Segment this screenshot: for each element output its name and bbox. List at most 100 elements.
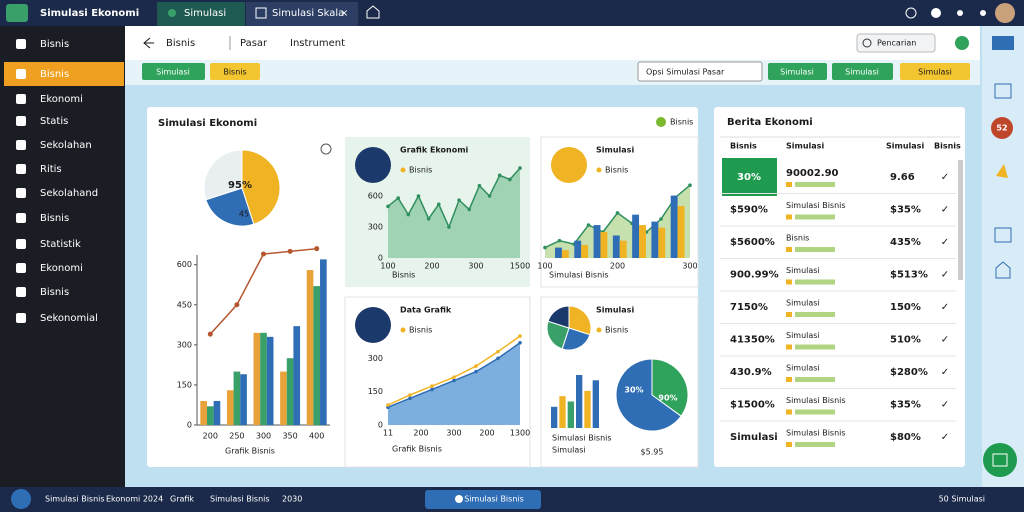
sidebar-item[interactable]: Bisnis xyxy=(40,287,69,298)
rail-icon[interactable] xyxy=(994,83,1012,99)
rail-icon[interactable] xyxy=(996,164,1008,178)
sidebar-item[interactable]: Bisnis xyxy=(40,69,69,80)
row-action[interactable]: ✓ xyxy=(941,205,949,216)
point xyxy=(447,225,451,229)
button[interactable] xyxy=(832,63,893,80)
pie-slice xyxy=(546,320,570,350)
sidebar-item[interactable]: Ekonomi xyxy=(40,263,83,274)
highlight-label: 30% xyxy=(737,172,761,183)
sidebar-item[interactable]: Sekolahand xyxy=(40,188,98,199)
row-tag-bar xyxy=(795,247,835,252)
sidebar-item[interactable]: Statistik xyxy=(40,239,81,250)
sidebar-item[interactable]: Bisnis xyxy=(40,39,69,50)
footer-icon[interactable] xyxy=(11,489,31,509)
point xyxy=(452,375,456,380)
fab[interactable] xyxy=(983,443,1017,477)
row-change: 510% xyxy=(890,335,921,346)
point xyxy=(474,364,478,368)
point xyxy=(457,198,461,202)
badge[interactable] xyxy=(991,117,1013,139)
button[interactable] xyxy=(900,63,970,80)
back-label: Bisnis xyxy=(166,38,195,49)
button[interactable] xyxy=(210,63,260,80)
home-icon[interactable] xyxy=(366,5,380,19)
row-action[interactable]: ✓ xyxy=(941,335,949,346)
button[interactable] xyxy=(142,63,205,80)
x-tick-label: 400 xyxy=(309,432,324,441)
footer-button[interactable] xyxy=(425,490,541,509)
sidebar-item[interactable]: Sekonomial xyxy=(40,313,98,324)
row-tag-bar xyxy=(795,312,835,317)
sidebar-icon xyxy=(16,164,26,174)
point xyxy=(508,177,512,182)
icon[interactable] xyxy=(931,8,941,18)
x-tick-label: 1500 xyxy=(510,262,530,271)
x-axis-label: Grafik Bisnis xyxy=(225,447,275,456)
row-action[interactable]: ✓ xyxy=(941,400,949,411)
sidebar-icon xyxy=(16,140,26,150)
area xyxy=(388,168,520,258)
row-action[interactable]: ✓ xyxy=(941,270,949,281)
tab-close[interactable]: × xyxy=(340,8,348,19)
line-point xyxy=(234,302,240,308)
avatar[interactable] xyxy=(995,3,1015,23)
rail-icon[interactable] xyxy=(992,36,1014,50)
y-tick-label: 600 xyxy=(368,192,383,201)
row-tag xyxy=(786,182,792,187)
bar xyxy=(561,250,569,258)
column-header: Bisnis xyxy=(934,142,961,151)
row-name: Bisnis xyxy=(786,234,809,243)
icon[interactable] xyxy=(980,10,986,16)
pie-slice xyxy=(547,305,570,329)
pie-label: 95% xyxy=(228,180,252,191)
sidebar-icon xyxy=(16,287,26,297)
bar xyxy=(593,225,601,258)
bar xyxy=(206,406,214,425)
row-action[interactable]: ✓ xyxy=(941,237,949,248)
x-tick-label: 250 xyxy=(229,432,244,441)
select[interactable] xyxy=(637,61,763,82)
row-change: $513% xyxy=(890,270,928,281)
row-action[interactable]: ✓ xyxy=(941,432,949,443)
line xyxy=(387,167,521,229)
bar xyxy=(567,401,574,428)
panel-subtitle: Bisnis xyxy=(605,166,628,175)
sidebar-item[interactable]: Statis xyxy=(40,116,68,127)
bar xyxy=(286,358,294,425)
x-tick-label: 200 xyxy=(610,262,625,271)
point xyxy=(386,403,390,407)
sidebar-item[interactable]: Sekolahan xyxy=(40,140,92,151)
footer-item: Ekonomi 2024 xyxy=(106,495,163,504)
bar xyxy=(293,326,301,425)
sidebar-item[interactable]: Bisnis xyxy=(40,213,69,224)
back-icon[interactable] xyxy=(143,37,154,49)
panel-legend: Simulasi xyxy=(552,446,586,455)
rail-icon[interactable] xyxy=(994,227,1012,243)
sidebar-item[interactable]: Ritis xyxy=(40,164,62,175)
crumb: Instrument xyxy=(290,38,345,49)
line-point xyxy=(314,246,320,252)
bar xyxy=(581,245,589,258)
row-change: $35% xyxy=(890,400,921,411)
row-action[interactable]: ✓ xyxy=(941,302,949,313)
point xyxy=(496,356,500,361)
rail-icon[interactable] xyxy=(995,261,1011,279)
pie-slice xyxy=(615,358,682,432)
row-price: 900.99% xyxy=(730,270,779,281)
point xyxy=(436,202,441,207)
tab[interactable] xyxy=(246,2,358,26)
icon[interactable] xyxy=(905,7,917,19)
sidebar-item[interactable]: Ekonomi xyxy=(40,94,83,105)
icon[interactable] xyxy=(957,10,963,16)
search-box[interactable] xyxy=(856,33,936,53)
point xyxy=(543,245,547,250)
row-tag-bar xyxy=(795,377,835,382)
row-action[interactable]: ✓ xyxy=(941,367,949,378)
row-action[interactable]: ✓ xyxy=(941,172,949,183)
panel-title: Simulasi xyxy=(596,306,634,315)
point xyxy=(416,194,421,198)
card-button[interactable]: Bisnis xyxy=(670,118,693,127)
button[interactable] xyxy=(768,63,827,80)
point xyxy=(430,384,434,388)
status-icon[interactable] xyxy=(955,36,969,50)
